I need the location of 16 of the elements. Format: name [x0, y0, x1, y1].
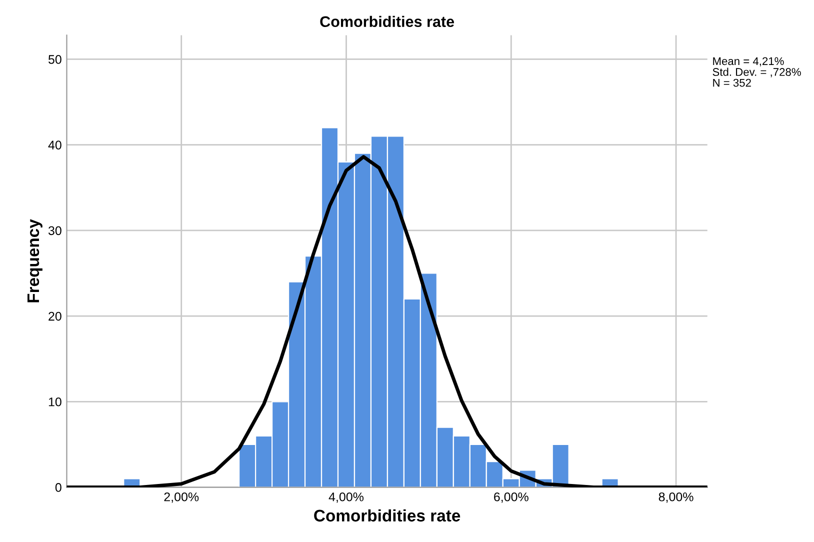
- y-tick-label: 20: [48, 312, 62, 321]
- x-axis-title: Comorbidities rate: [314, 509, 460, 522]
- y-tick-label: 50: [48, 55, 62, 64]
- y-axis-title: Frequency: [28, 219, 42, 302]
- y-tick-label: 0: [55, 483, 62, 492]
- y-tick-label: 40: [48, 140, 62, 150]
- x-tick-label: 4,00%: [328, 492, 364, 503]
- chart-title: Comorbidities rate: [320, 16, 454, 28]
- text: Std. Dev. = ,728%: [712, 68, 801, 78]
- x-tick-label: 2,00%: [164, 492, 199, 503]
- x-tick-label: 6,00%: [494, 492, 528, 503]
- y-tick-label: 10: [48, 397, 62, 406]
- x-tick-label: 8,00%: [658, 492, 694, 503]
- y-tick-label: 30: [48, 226, 62, 236]
- text: Mean = 4,21%: [713, 57, 784, 66]
- text: N = 352: [713, 78, 751, 87]
